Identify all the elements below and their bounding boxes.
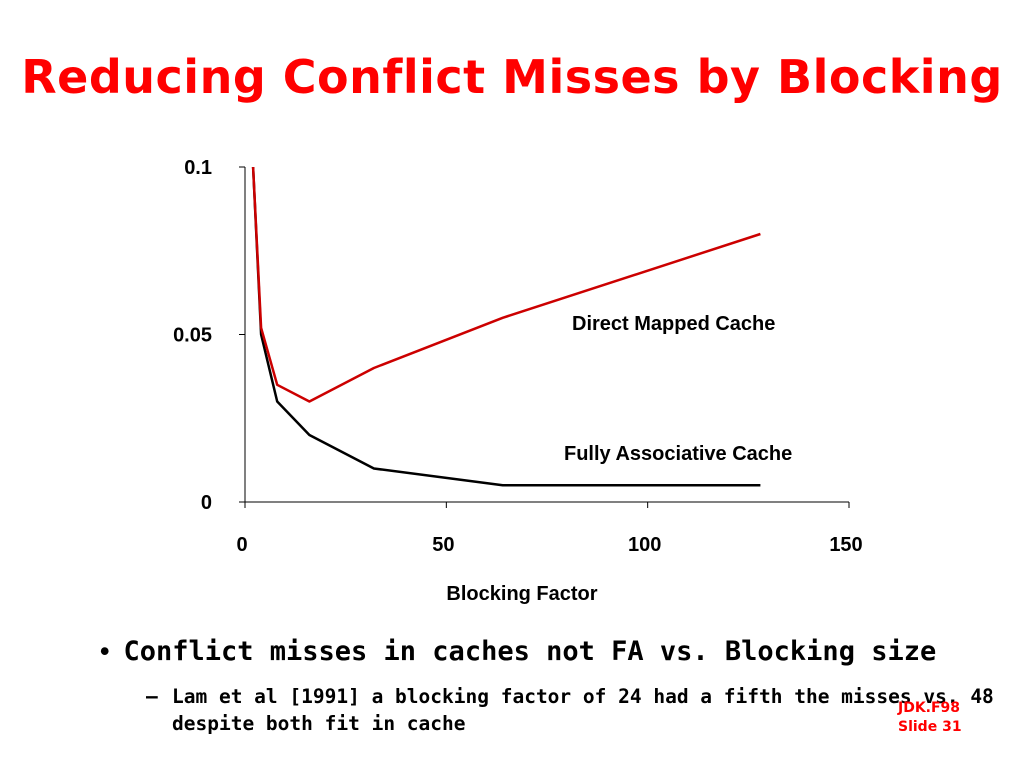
- sub-bullet: – Lam et al [1991] a blocking factor of …: [146, 683, 1002, 737]
- x-tick-label: 50: [432, 534, 454, 556]
- x-tick-label: 150: [829, 534, 862, 556]
- y-tick-label: 0.1: [184, 157, 212, 179]
- sub-bullet-symbol: –: [146, 685, 158, 708]
- slide-footer: JDK.F98 Slide 31: [898, 699, 962, 737]
- blocking-factor-chart: 0 0.05 0.1 0 50 100 150 Blocking Factor Direct M…: [173, 157, 863, 605]
- fully-associative-series-line: [251, 166, 761, 487]
- footer-course: JDK.F98: [898, 700, 961, 716]
- direct-mapped-series-line: [251, 166, 761, 403]
- main-bullet: • Conflict misses in caches not FA vs. Bl…: [100, 636, 936, 667]
- x-axis-label: Blocking Factor: [446, 583, 597, 605]
- bullet-symbol: •: [100, 636, 110, 666]
- series-label-fully-associative: Fully Associative Cache: [564, 443, 792, 465]
- y-tick-label: 0: [201, 492, 212, 514]
- slide-title: Reducing Conflict Misses by Blocking: [21, 50, 1003, 104]
- y-tick-label: 0.05: [173, 325, 212, 347]
- sub-bullet-text: Lam et al [1991] a blocking factor of 24…: [172, 685, 994, 735]
- footer-slide-number: Slide 31: [898, 719, 962, 735]
- series-label-direct-mapped: Direct Mapped Cache: [572, 313, 775, 335]
- main-bullet-text: Conflict misses in caches not FA vs. Blo…: [123, 636, 937, 667]
- x-tick-label: 0: [236, 534, 247, 556]
- x-tick-label: 100: [628, 534, 661, 556]
